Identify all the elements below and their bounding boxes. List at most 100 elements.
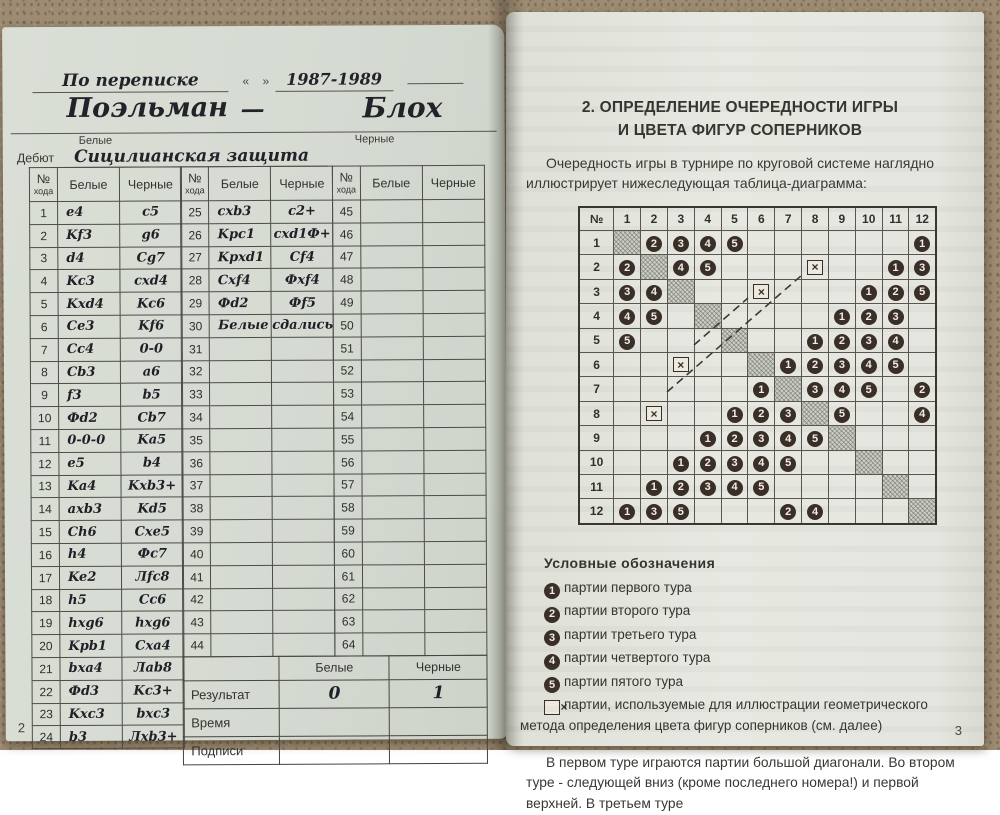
diagram-cell [827, 230, 856, 256]
black-move [423, 404, 486, 428]
diagram-cell: 5 [747, 473, 776, 500]
white-move: h4 [59, 543, 122, 567]
black-move [271, 336, 334, 360]
black-column-header: Черные [119, 166, 182, 202]
black-move: Cf4 [271, 245, 334, 269]
move-number: 4 [29, 269, 59, 293]
black-move: Cc6 [121, 588, 184, 612]
black-label: Черные [354, 133, 395, 146]
black-move: Лfc8 [121, 565, 184, 589]
black-move: сдались [271, 314, 334, 338]
move-row: 58 [333, 495, 487, 520]
white-label: Белые [78, 134, 113, 147]
diagram-cell [774, 303, 803, 329]
black-move: 0-0 [120, 337, 183, 361]
move-number: 8 [30, 361, 59, 385]
diagram-cell [747, 230, 776, 256]
black-move [422, 290, 485, 314]
diagram-cell [747, 498, 776, 525]
diagram-cell [640, 327, 668, 354]
black-move [273, 633, 336, 657]
move-row: 35 [182, 428, 335, 452]
black-move [272, 542, 335, 566]
diagram-cell [908, 449, 937, 476]
diagram-cell [801, 473, 829, 500]
section-title-line2: И ЦВЕТА ФИГУР СОПЕРНИКОВ [617, 122, 863, 140]
diagram-cell [613, 425, 642, 451]
legend-item-icon: 3 [544, 630, 564, 647]
black-move: c2+ [270, 200, 334, 224]
white-move: e4 [57, 201, 120, 225]
diagram-cell: 2 [640, 230, 668, 256]
move-row: 18 h5 Cc6 [31, 588, 184, 613]
diagram-cell [854, 425, 883, 451]
diagram-cell: 4 [881, 327, 910, 354]
diagram-cell [666, 303, 695, 329]
move-row: 43 [183, 610, 336, 635]
move-number: 63 [334, 610, 363, 634]
result-white-value [279, 735, 390, 765]
white-move: Kc3 [57, 269, 121, 293]
move-row: 38 [182, 496, 335, 521]
diagram-cell [720, 327, 749, 354]
move-number: 30 [181, 314, 210, 338]
legend-item-icon: 2 [544, 606, 564, 623]
move-row: 13 Ka4 Kxb3+ [30, 474, 184, 499]
move-number: 32 [181, 360, 210, 384]
move-number: 1 [29, 201, 58, 225]
diagram-cell [774, 278, 803, 305]
diagram-cell: 1 [720, 400, 749, 427]
left-page-number: 2 [17, 720, 26, 736]
legend-items: 1 партии первого тура 2 партии второго тура… [520, 578, 956, 736]
legend-item-text: партии четвертого тура [564, 650, 711, 666]
diagram-cell: 5 [613, 327, 642, 354]
move-row: 34 [182, 405, 335, 429]
move-row: 5 Kxd4 Kc6 [30, 292, 183, 316]
move-row: 17 Ke2 Лfc8 [31, 565, 184, 590]
moves-table-2: № хода Белые Черные 25 cxb3 c2+ 26 [180, 165, 336, 658]
result-row-label: Результат [183, 680, 280, 709]
black-move: Cb7 [120, 406, 183, 430]
move-row: 9 f3 b5 [30, 383, 183, 407]
move-number: 29 [181, 291, 210, 315]
moves-right-part: № хода Белые Черные 25 cxb3 c2+ 26 [180, 164, 489, 766]
black-move [422, 199, 485, 223]
diagram-cell [881, 473, 910, 500]
diagram-cell [640, 352, 668, 378]
diagram-cell: 3 [774, 400, 803, 427]
diagram-cell: 2 [666, 473, 695, 500]
diagram-row-header: 7 [578, 376, 615, 402]
move-row: 46 [332, 222, 485, 246]
diagram-cell [908, 473, 937, 500]
black-move [423, 472, 486, 496]
diagram-cell [640, 425, 668, 451]
diagram-cell [881, 230, 910, 256]
diagram-cell: 3 [613, 278, 642, 305]
move-row: 14 axb3 Kd5 [31, 497, 184, 521]
move-number: 16 [31, 543, 60, 567]
diagram-cell: 4 [801, 498, 829, 525]
quote-marks: « » [242, 73, 270, 89]
move-number: 20 [31, 634, 60, 658]
left-page-scoresheet: По переписке « » 1987-1989 Поэльман — Блох… [2, 24, 508, 766]
diagram-cell [774, 327, 803, 354]
black-move: Kd5 [121, 497, 184, 521]
diagram-cell [801, 303, 829, 329]
white-move: Kpb1 [59, 634, 122, 658]
move-number: 58 [333, 496, 363, 520]
move-row: 4 Kc3 cxd4 [29, 269, 183, 293]
diagram-row-header: 5 [578, 327, 615, 354]
diagram-cell: 3 [801, 376, 829, 402]
white-move [360, 222, 423, 246]
move-number: 5 [30, 292, 59, 316]
section-title-line1: 2. ОПРЕДЕЛЕНИЕ ОЧЕРЕДНОСТИ ИГРЫ [581, 99, 899, 116]
white-move [362, 518, 425, 542]
black-move: b4 [120, 451, 183, 475]
black-move [272, 564, 335, 588]
diagram-cell [827, 449, 856, 476]
diagram-col-header: 10 [854, 206, 883, 232]
white-move: 0-0-0 [58, 429, 121, 453]
diagram-cell: 1 [666, 449, 695, 476]
